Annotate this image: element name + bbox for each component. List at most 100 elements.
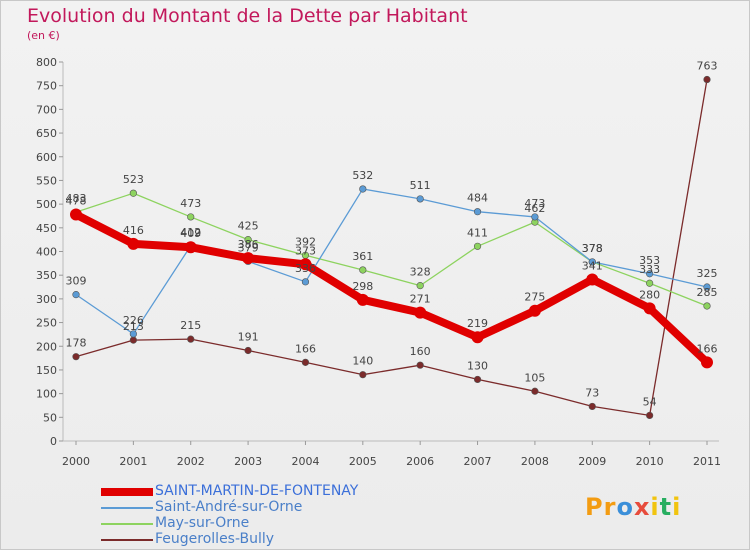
data-label: 409: [180, 227, 201, 240]
data-point: [129, 189, 137, 197]
data-label: 425: [238, 220, 259, 233]
chart-subtitle: (en €): [27, 29, 60, 42]
data-label: 219: [467, 317, 488, 330]
data-label: 54: [643, 395, 657, 408]
series-line-2: [75, 192, 708, 307]
data-point: [703, 75, 711, 84]
data-point: [531, 213, 539, 221]
data-point: [242, 252, 255, 265]
data-point: [72, 353, 80, 361]
data-point: [127, 237, 140, 250]
data-label: 73: [585, 386, 599, 399]
data-point: [473, 242, 482, 250]
data-label: 166: [697, 342, 718, 355]
y-tick-label: 0: [50, 435, 57, 448]
data-point: [586, 273, 599, 286]
x-tick-label: 2007: [464, 455, 492, 468]
x-tick-label: 2000: [62, 455, 90, 468]
data-point: [646, 279, 654, 287]
x-tick-label: 2011: [693, 455, 721, 468]
data-label: 140: [352, 355, 373, 368]
data-label: 341: [582, 259, 603, 272]
data-label: 473: [180, 197, 201, 210]
data-label: 271: [410, 293, 431, 306]
data-label: 280: [639, 288, 660, 301]
proxiti-logo: Proxiti: [585, 493, 682, 521]
series-line-1: [75, 188, 708, 335]
y-tick-label: 150: [36, 364, 57, 377]
data-label: 361: [352, 250, 373, 263]
x-tick-label: 2003: [234, 455, 262, 468]
data-point: [184, 241, 197, 254]
data-label: 328: [410, 266, 431, 279]
data-label: 763: [697, 60, 718, 73]
legend-item: Feugerolles-Bully: [101, 531, 401, 547]
data-label: 160: [410, 345, 431, 358]
y-tick-label: 500: [36, 198, 57, 211]
data-point: [299, 258, 312, 271]
legend-label: May-sur-Orne: [155, 515, 250, 531]
y-tick-label: 600: [36, 151, 57, 164]
data-point: [301, 358, 310, 366]
data-label: 483: [66, 192, 87, 205]
data-label: 336: [295, 262, 316, 275]
data-point: [588, 402, 596, 411]
data-label: 105: [524, 371, 545, 384]
data-label: 511: [410, 179, 431, 192]
legend: SAINT-MARTIN-DE-FONTENAY Saint-André-sur-…: [101, 483, 401, 547]
data-label: 130: [467, 359, 488, 372]
y-tick-label: 700: [36, 103, 57, 116]
data-point: [356, 293, 369, 306]
data-point: [646, 411, 654, 420]
legend-label: Feugerolles-Bully: [155, 531, 275, 547]
data-label: 473: [524, 197, 545, 210]
data-point: [646, 270, 654, 278]
data-label: 484: [467, 192, 488, 205]
data-label: 386: [238, 238, 259, 251]
x-tick-label: 2004: [291, 455, 319, 468]
data-label: 213: [123, 320, 144, 333]
data-point: [416, 282, 424, 290]
data-point: [528, 304, 541, 317]
data-label: 378: [582, 242, 603, 255]
x-tick-label: 2001: [119, 455, 147, 468]
data-point: [701, 356, 713, 369]
data-label: 478: [66, 195, 87, 208]
data-point: [359, 266, 367, 274]
data-label: 285: [697, 286, 718, 299]
data-label: 325: [697, 267, 718, 280]
data-point: [70, 208, 82, 221]
y-tick-label: 100: [36, 388, 57, 401]
x-tick-label: 2005: [349, 455, 377, 468]
y-tick-label: 350: [36, 269, 57, 282]
y-tick-label: 550: [36, 174, 57, 187]
data-point: [187, 213, 195, 221]
data-label: 353: [639, 254, 660, 267]
legend-label: SAINT-MARTIN-DE-FONTENAY: [155, 483, 359, 499]
data-point: [416, 195, 424, 203]
data-point: [244, 346, 252, 355]
data-point: [416, 361, 424, 369]
legend-swatch: [101, 539, 153, 541]
y-tick-label: 200: [36, 340, 57, 353]
data-point: [301, 278, 310, 286]
y-tick-label: 750: [36, 80, 57, 93]
data-label: 178: [66, 337, 87, 350]
legend-item: May-sur-Orne: [101, 515, 401, 531]
data-label: 416: [123, 224, 144, 237]
data-label: 523: [123, 173, 144, 186]
series-line-3: [75, 78, 708, 417]
y-tick-label: 650: [36, 127, 57, 140]
legend-swatch: [101, 488, 153, 496]
series-line-0: [72, 210, 711, 367]
data-point: [72, 291, 80, 299]
data-point: [414, 306, 427, 319]
data-label: 226: [123, 314, 144, 327]
legend-swatch: [101, 507, 153, 509]
data-point: [471, 331, 484, 344]
x-tick-label: 2009: [578, 455, 606, 468]
legend-label: Saint-André-sur-Orne: [155, 499, 303, 515]
data-point: [244, 236, 252, 244]
data-point: [187, 335, 195, 343]
plot-area: 0 50 100 150 200 250 300 350 400 450 500 550 600 650 7…: [36, 56, 721, 468]
